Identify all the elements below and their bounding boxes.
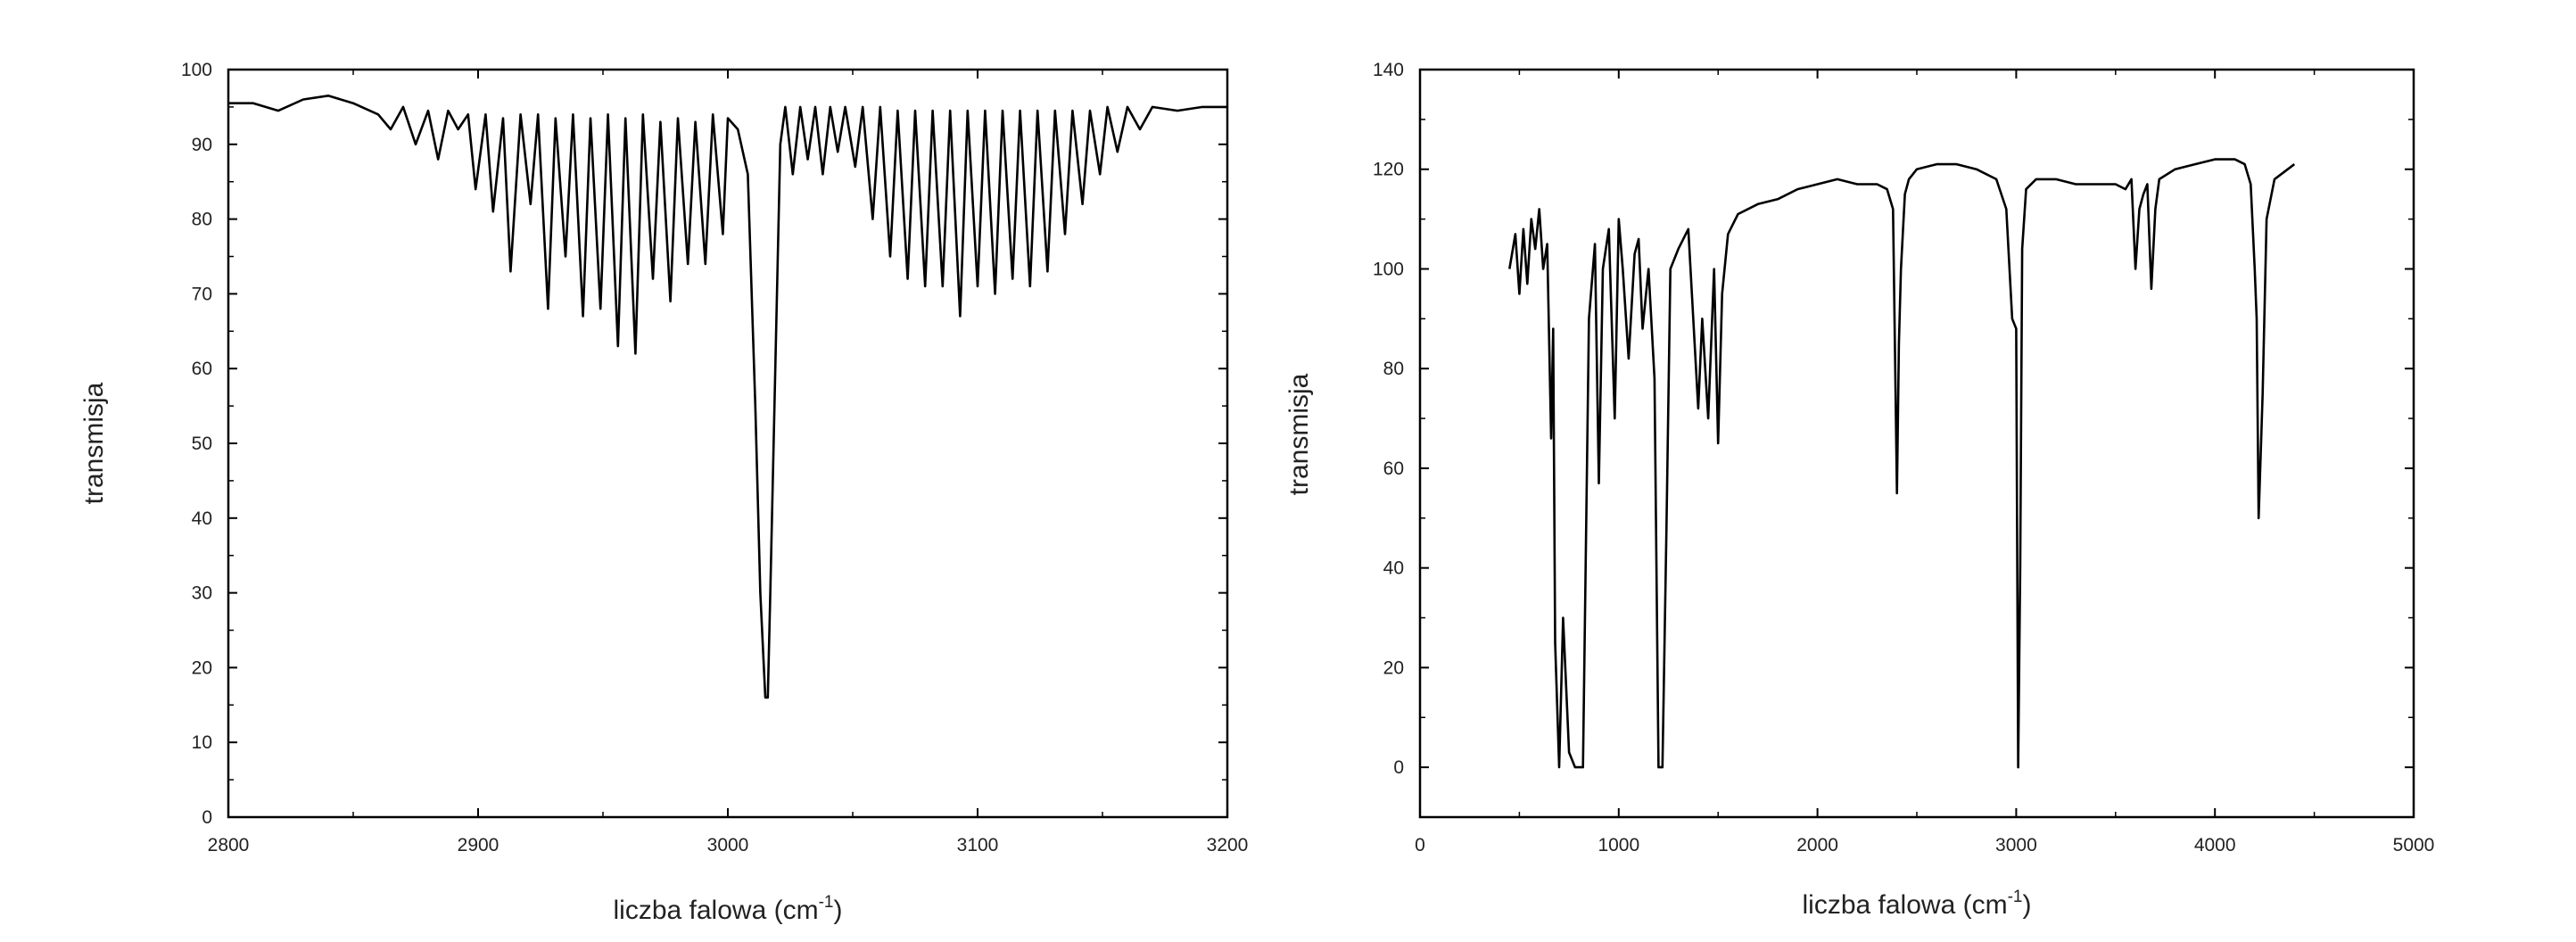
x-tick-label: 1000 xyxy=(1598,835,1639,855)
x-tick-label: 2900 xyxy=(458,835,500,855)
x-tick-label: 3000 xyxy=(707,835,749,855)
spectrum-line xyxy=(228,95,1227,699)
chart-right: 0 1000 2000 3000 4000 5000 0 20 40 60 80 100 120 140 l… xyxy=(1284,60,2434,920)
x-axis-title-sup: -1 xyxy=(819,893,834,912)
x-axis-title: liczba falowa (cm-1) xyxy=(1803,888,2032,920)
x-axis-title-end: ) xyxy=(833,896,842,925)
x-tick-label: 2000 xyxy=(1796,835,1838,855)
y-tick-label: 60 xyxy=(1383,459,1404,479)
x-axis-title: liczba falowa (cm-1) xyxy=(614,893,843,925)
y-tick-label: 70 xyxy=(192,284,212,304)
y-tick-label: 80 xyxy=(192,210,212,230)
plot-frame xyxy=(1418,68,2415,819)
y-tick-label: 140 xyxy=(1373,60,1404,80)
y-axis-title: transmisja xyxy=(1284,373,1314,495)
y-tick-label: 0 xyxy=(1393,757,1404,778)
x-tick-label: 5000 xyxy=(2393,835,2435,855)
y-tick-label: 90 xyxy=(192,135,212,155)
plot-frame xyxy=(227,68,1229,819)
x-axis-title-end: ) xyxy=(2022,890,2031,920)
y-tick-label: 120 xyxy=(1373,160,1404,180)
y-tick-label: 80 xyxy=(1383,359,1404,379)
y-axis-title: transmisja xyxy=(79,382,109,504)
x-axis-title-main: liczba falowa (cm xyxy=(614,896,819,925)
x-tick-label: 3000 xyxy=(1995,835,2037,855)
y-tick-label: 100 xyxy=(181,60,212,80)
y-tick-label: 60 xyxy=(192,359,212,379)
y-tick-label: 20 xyxy=(192,657,212,678)
x-tick-label: 3100 xyxy=(957,835,999,855)
x-axis-title-main: liczba falowa (cm xyxy=(1803,890,2008,920)
x-tick-label: 0 xyxy=(1415,835,1425,855)
y-tick-label: 10 xyxy=(192,732,212,753)
y-tick-label: 40 xyxy=(192,508,212,529)
y-tick-label: 20 xyxy=(1383,657,1404,678)
y-tick-label: 100 xyxy=(1373,259,1404,279)
x-tick-label: 2800 xyxy=(208,835,250,855)
x-axis-title-sup: -1 xyxy=(2008,888,2023,906)
spectrum-line xyxy=(1508,158,2296,769)
y-tick-label: 0 xyxy=(202,807,212,828)
chart-left: 2800 2900 3000 3100 3200 0 10 20 30 40 50 60 70 80 90 1… xyxy=(79,60,1248,925)
x-tick-label: 3200 xyxy=(1207,835,1249,855)
y-tick-label: 50 xyxy=(192,434,212,454)
y-tick-label: 40 xyxy=(1383,558,1404,579)
y-tick-label: 30 xyxy=(192,583,212,604)
x-tick-label: 4000 xyxy=(2194,835,2236,855)
